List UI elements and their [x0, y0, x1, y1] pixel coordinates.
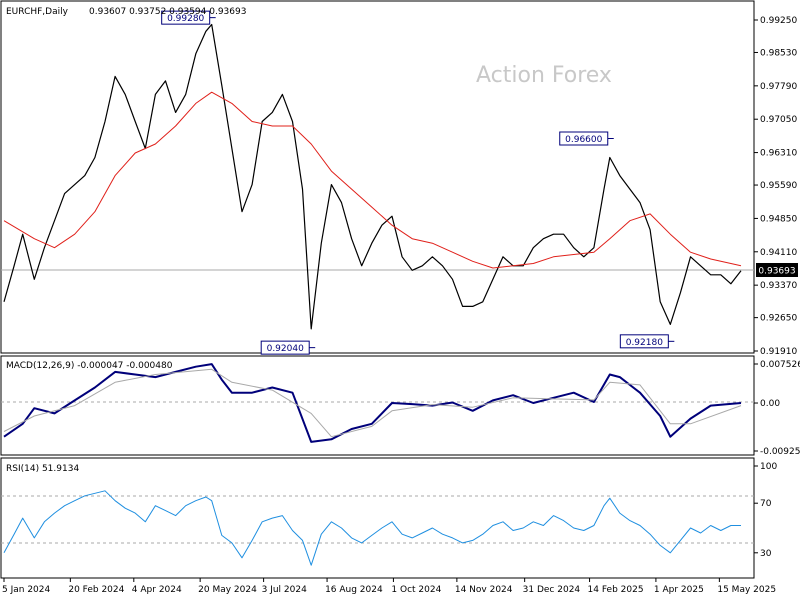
price-axis-tick-label: 0.97790 [760, 82, 797, 92]
price-panel: 0.99250 0.98530 0.97790 0.97050 0.96310 0.955… [0, 0, 798, 357]
macd-title: MACD(12,26,9) -0.000047 -0.000480 [6, 361, 173, 371]
price-line [3, 23, 742, 330]
x-axis-tick-label: 20 May 2024 [198, 585, 257, 595]
macd-panel-frame [0, 355, 755, 456]
x-axis-tick-label: 14 Feb 2025 [588, 585, 644, 595]
macd-signal-line [3, 368, 742, 438]
current-price-tag: 0.93693 [756, 263, 798, 277]
rsi-axis-tick-label: 70 [760, 499, 772, 509]
price-callout-label: 0.92180 [626, 338, 663, 348]
x-axis-tick-label: 5 Jan 2024 [2, 585, 50, 595]
price-axis-tick-label: 0.93370 [760, 281, 797, 291]
price-axis-ticks: 0.99250 0.98530 0.97790 0.97050 0.96310 0.955… [754, 16, 797, 357]
price-axis-tick-label: 0.97050 [760, 115, 797, 125]
price-axis-tick-label: 0.94110 [760, 248, 797, 258]
macd-series [3, 363, 742, 443]
macd-axis-tick-label: -0.009252 [760, 447, 800, 457]
watermark: Action Forex [476, 63, 612, 88]
chart-title: EURCHF,Daily [6, 7, 69, 17]
price-series [3, 23, 742, 330]
x-axis-tick-label: 1 Oct 2024 [391, 585, 441, 595]
macd-axis-ticks: 0.007526 0.00 -0.009252 [754, 360, 800, 457]
ohlc-readout: 0.93607 0.93752 0.93594 0.93693 [89, 7, 246, 17]
macd-axis-tick-label: 0.00 [760, 399, 780, 409]
rsi-series [3, 490, 741, 566]
rsi-title: RSI(14) 51.9134 [6, 464, 79, 474]
rsi-panel: 100 70 30 RSI(14) 51.9134 [0, 457, 777, 579]
rsi-axis-tick-label: 100 [760, 462, 777, 472]
macd-axis-tick-label: 0.007526 [760, 360, 800, 370]
rsi-axis-tick-label: 30 [760, 549, 772, 559]
x-axis-tick-label: 15 May 2025 [717, 585, 776, 595]
x-axis-tick-label: 20 Feb 2024 [68, 585, 124, 595]
moving-average-line [3, 91, 742, 269]
x-axis-tick-label: 1 Apr 2025 [654, 585, 704, 595]
price-panel-frame [0, 0, 755, 354]
price-axis-tick-label: 0.92650 [760, 314, 797, 324]
rsi-line [3, 490, 741, 566]
price-axis-tick-label: 0.95590 [760, 181, 797, 191]
price-callout-label: 0.99280 [167, 14, 204, 24]
macd-panel: 0.007526 0.00 -0.009252 MACD(12,26,9) -0.0… [0, 355, 800, 457]
price-axis-tick-label: 0.98530 [760, 48, 797, 58]
x-axis-tick-label: 31 Dec 2024 [523, 585, 581, 595]
price-callout-label: 0.96600 [565, 135, 602, 145]
current-price-tag-text: 0.93693 [758, 267, 795, 277]
price-axis-tick-label: 0.91910 [760, 347, 797, 357]
macd-line [3, 363, 742, 443]
x-axis-tick-label: 14 Nov 2024 [455, 585, 513, 595]
x-axis-tick-label: 16 Aug 2024 [325, 585, 383, 595]
x-axis-tick-label: 3 Jul 2024 [262, 585, 307, 595]
x-axis: 5 Jan 2024 20 Feb 2024 4 Apr 2024 20 May 20… [2, 578, 776, 595]
price-callout-label: 0.92040 [267, 344, 304, 354]
rsi-panel-frame [0, 457, 755, 579]
current-price-tag-bg [756, 263, 798, 277]
rsi-axis-ticks: 100 70 30 [754, 462, 777, 559]
x-axis-tick-label: 4 Apr 2024 [132, 585, 182, 595]
price-axis-tick-label: 0.99250 [760, 16, 797, 26]
price-callouts: 0.99280 0.92040 0.96600 0.92180 [161, 10, 675, 355]
price-axis-tick-label: 0.94850 [760, 214, 797, 224]
price-axis-tick-label: 0.96310 [760, 149, 797, 159]
